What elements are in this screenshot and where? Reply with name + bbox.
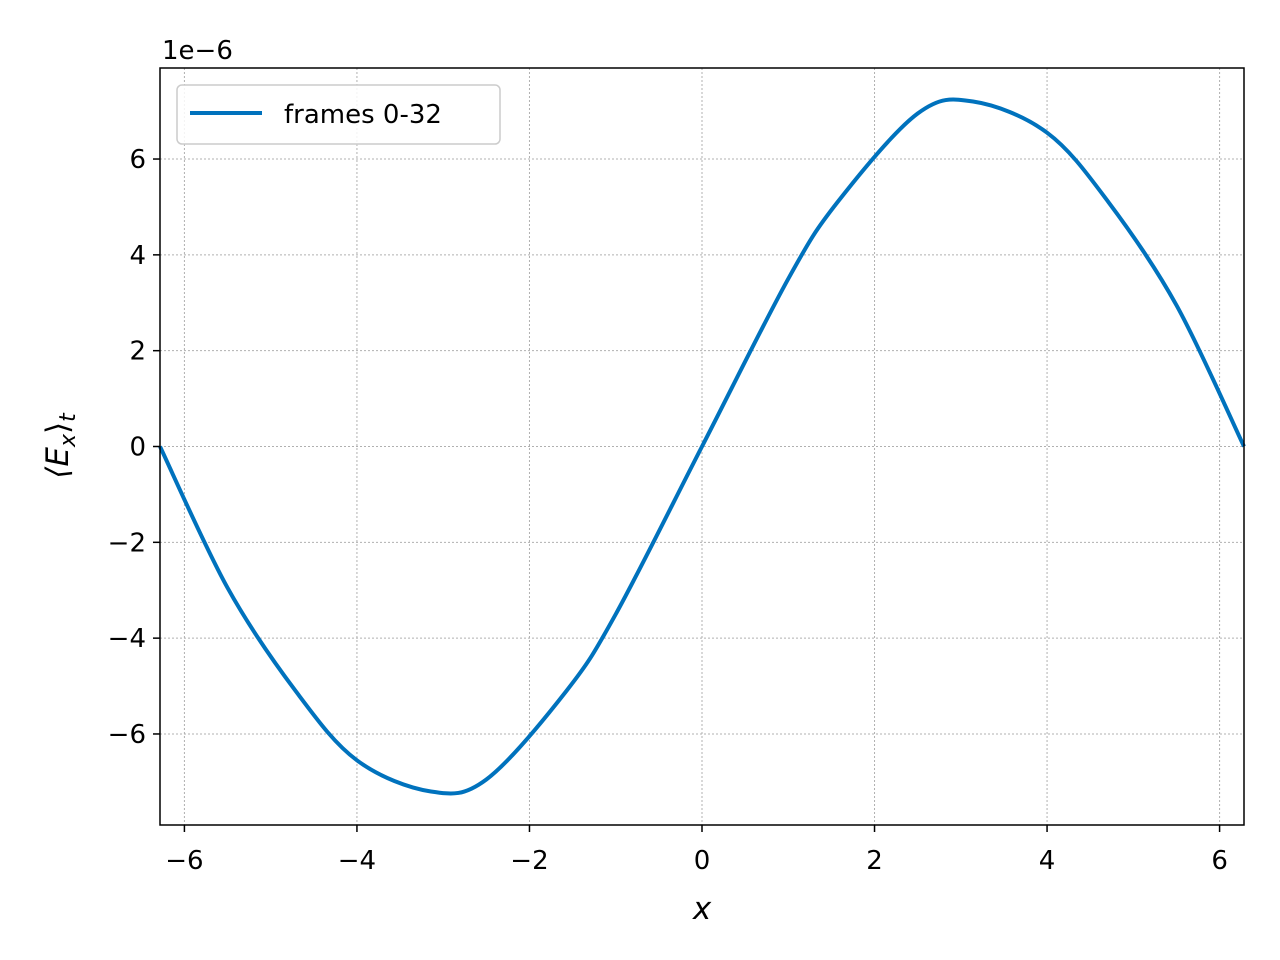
y-tick-label: 4 [129, 241, 146, 271]
y-tick-label: 2 [129, 337, 146, 367]
y-tick-label: −6 [108, 720, 146, 750]
y-offset-text: 1e−6 [162, 36, 233, 66]
x-tick-label: 4 [1039, 846, 1056, 876]
y-label-open: ⟨E [40, 447, 76, 479]
y-axis: −6 −4 −2 0 2 4 6 [108, 145, 160, 750]
y-label-sub-x: x [56, 433, 81, 448]
legend-box [176, 84, 501, 145]
x-tick-label: 2 [866, 846, 883, 876]
x-axis-label: x [692, 891, 712, 927]
series-line [158, 97, 1246, 796]
legend-label: frames 0-32 [284, 100, 442, 130]
y-tick-label: 6 [129, 145, 146, 175]
x-tick-label: 6 [1211, 846, 1228, 876]
x-tick-label: −2 [510, 846, 548, 876]
legend: frames 0-32 [176, 84, 501, 145]
y-axis-label: ⟨Ex⟩t [40, 412, 81, 479]
series-layer [158, 97, 1246, 796]
y-tick-label: −4 [108, 624, 146, 654]
x-axis: −6 −4 −2 0 2 4 6 [165, 825, 1228, 876]
y-label-close: ⟩ [40, 422, 76, 434]
x-tick-label: −4 [338, 846, 376, 876]
x-tick-label: 0 [694, 846, 711, 876]
x-tick-label: −6 [165, 846, 203, 876]
y-tick-label: 0 [129, 433, 146, 463]
y-tick-label: −2 [108, 528, 146, 558]
y-label-sub-t: t [56, 412, 81, 422]
